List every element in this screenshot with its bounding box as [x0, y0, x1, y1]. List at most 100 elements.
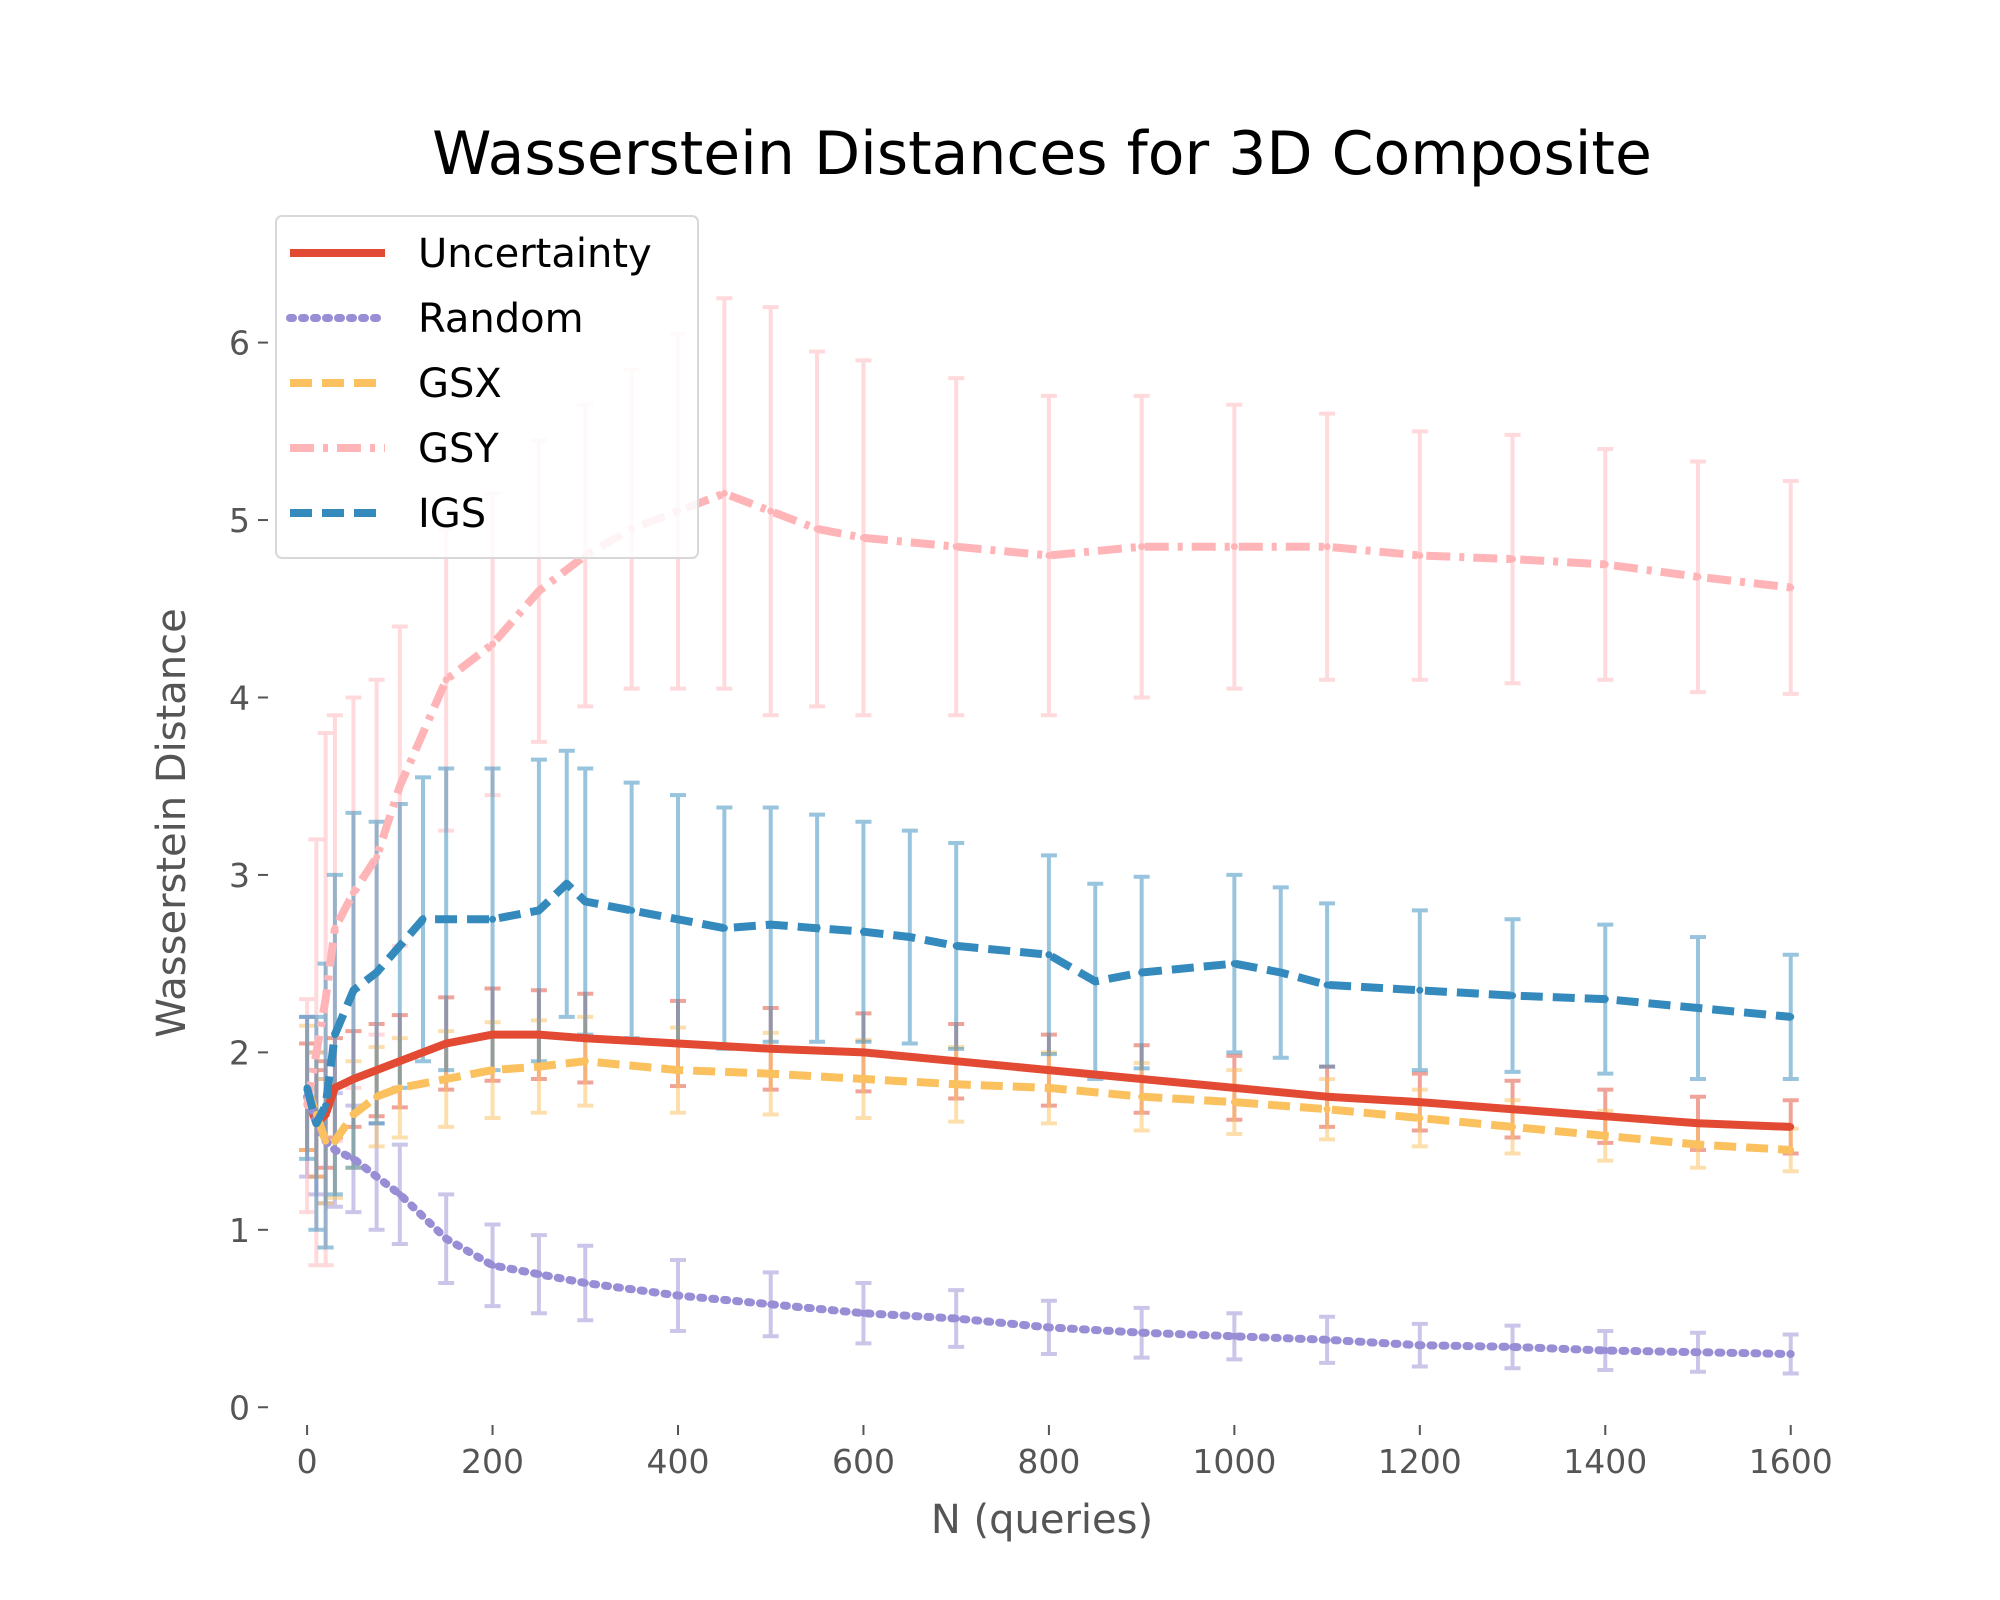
gsy-point	[535, 587, 543, 595]
random-point	[767, 1300, 775, 1308]
gsx-point	[952, 1080, 960, 1088]
y-tick-label-0: 0	[229, 1388, 250, 1427]
igs-point	[767, 921, 775, 929]
gsx-point	[322, 1137, 330, 1145]
y-tick-label-1: 1	[229, 1211, 250, 1250]
uncertainty-point	[442, 1039, 450, 1047]
igs-point	[312, 1119, 320, 1127]
legend-box	[275, 215, 699, 559]
legend-label-uncertainty: Uncertainty	[418, 231, 652, 277]
igs-point	[1416, 986, 1424, 994]
gsx-point	[674, 1066, 682, 1074]
igs-point	[303, 1084, 311, 1092]
gsy-point	[1138, 543, 1146, 551]
random-point	[1787, 1350, 1795, 1358]
igs-point	[906, 933, 914, 941]
random-point	[535, 1270, 543, 1278]
random-point	[1323, 1336, 1331, 1344]
uncertainty-point	[373, 1066, 381, 1074]
uncertainty-point	[1323, 1093, 1331, 1101]
x-tick-label-1000: 1000	[1192, 1442, 1276, 1481]
igs-point	[349, 986, 357, 994]
gsy-point	[312, 1048, 320, 1056]
igs-point	[952, 942, 960, 950]
igs-point	[1138, 969, 1146, 977]
igs-point	[373, 969, 381, 977]
uncertainty-point	[1045, 1066, 1053, 1074]
gsx-point	[331, 1137, 339, 1145]
gsx-point	[373, 1093, 381, 1101]
x-tick-label-800: 800	[1017, 1442, 1080, 1481]
uncertainty-point	[674, 1039, 682, 1047]
igs-point	[628, 906, 636, 914]
random-point	[331, 1146, 339, 1154]
igs-point	[1230, 960, 1238, 968]
gsy-point	[396, 782, 404, 790]
uncertainty-point	[1509, 1105, 1517, 1113]
uncertainty-point	[331, 1084, 339, 1092]
gsy-point	[1045, 552, 1053, 560]
gsx-points	[303, 1057, 1795, 1154]
x-tick-label-400: 400	[647, 1442, 710, 1481]
igs-point	[859, 928, 867, 936]
gsy-point	[373, 853, 381, 861]
igs-point	[1277, 969, 1285, 977]
igs-point	[1509, 992, 1517, 1000]
gsy-point	[1787, 583, 1795, 591]
igs-point	[1694, 1004, 1702, 1012]
series-lines	[303, 489, 1795, 1358]
gsx-point	[535, 1063, 543, 1071]
igs-point	[331, 1031, 339, 1039]
gsy-point	[952, 543, 960, 551]
gsx-point	[1138, 1093, 1146, 1101]
igs-point	[674, 915, 682, 923]
uncertainty-point	[1787, 1123, 1795, 1131]
gsx-point	[1416, 1114, 1424, 1122]
legend-label-gsy: GSY	[418, 426, 499, 472]
igs-point	[419, 915, 427, 923]
random-point	[952, 1315, 960, 1323]
chart-title: Wasserstein Distances for 3D Composite	[432, 119, 1652, 189]
gsy-point	[322, 995, 330, 1003]
gsy-point	[489, 640, 497, 648]
gsy-series-line	[303, 489, 1792, 1107]
igs-point	[1323, 981, 1331, 989]
igs-point	[1091, 977, 1099, 985]
random-point	[674, 1291, 682, 1299]
uncertainty-point	[1694, 1119, 1702, 1127]
x-tick-label-1600: 1600	[1749, 1442, 1833, 1481]
gsy-point	[720, 489, 728, 497]
gsy-point	[1694, 573, 1702, 581]
igs-point	[489, 915, 497, 923]
igs-point	[1045, 951, 1053, 959]
igs-points	[303, 880, 1795, 1127]
gsy-point	[859, 534, 867, 542]
random-point	[396, 1190, 404, 1198]
y-tick-label-4: 4	[229, 678, 250, 717]
gsx-point	[581, 1057, 589, 1065]
legend-label-random: Random	[418, 296, 584, 342]
random-point	[1694, 1348, 1702, 1356]
y-axis-ticks: 0 1 2 3 4 5 6	[229, 324, 268, 1427]
uncertainty-point	[1601, 1112, 1609, 1120]
gsx-point	[1787, 1146, 1795, 1154]
gsy-point	[1323, 543, 1331, 551]
gsx-point	[1230, 1098, 1238, 1106]
random-point	[489, 1261, 497, 1269]
gsy-point	[1509, 555, 1517, 563]
igs-point	[813, 924, 821, 932]
y-tick-label-3: 3	[229, 856, 250, 895]
legend: Uncertainty Random GSX GSY IGS	[275, 215, 699, 559]
uncertainty-point	[1138, 1075, 1146, 1083]
random-point	[373, 1173, 381, 1181]
gsy-point	[331, 924, 339, 932]
igs-point	[563, 880, 571, 888]
gsx-point	[489, 1066, 497, 1074]
uncertainty-point	[535, 1031, 543, 1039]
gsy-point	[813, 525, 821, 533]
x-tick-label-1400: 1400	[1563, 1442, 1647, 1481]
igs-point	[581, 898, 589, 906]
uncertainty-point	[581, 1034, 589, 1042]
